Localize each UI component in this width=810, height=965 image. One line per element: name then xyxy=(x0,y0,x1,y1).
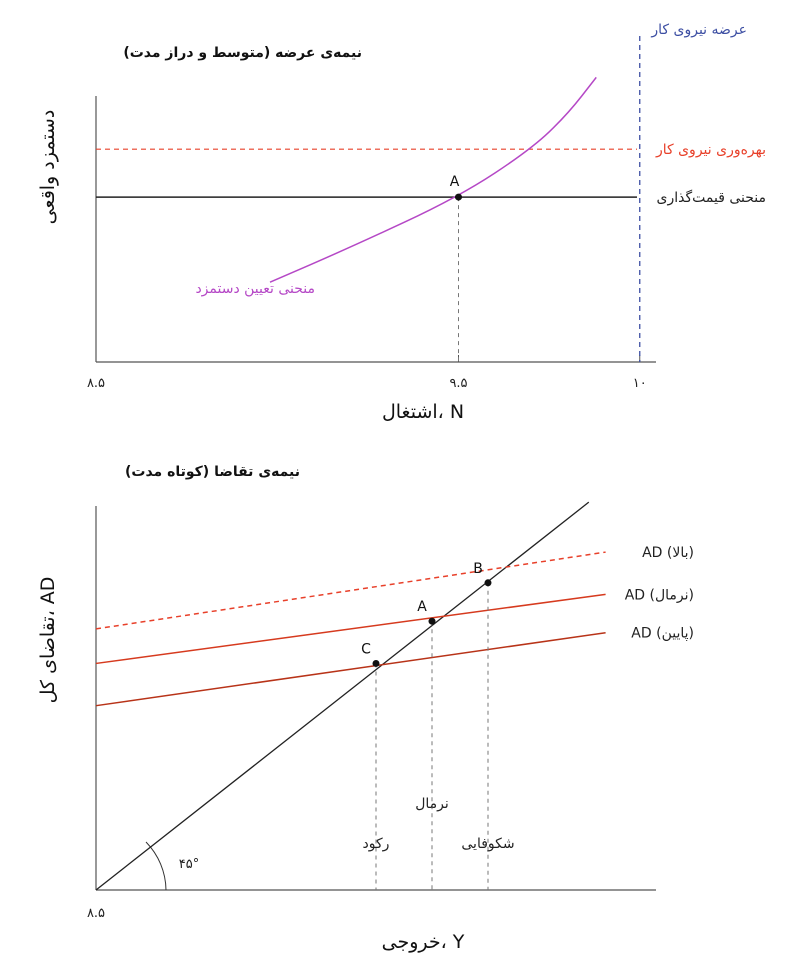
demand-point-label: C xyxy=(361,641,371,657)
demand-point-label: A xyxy=(417,599,427,615)
demand-point xyxy=(428,617,436,625)
angle-arc xyxy=(145,841,167,891)
demand-series-label: AD (بالا) xyxy=(642,545,694,561)
supply-series-label: منحنی قیمت‌گذاری xyxy=(657,189,766,206)
demand-point xyxy=(372,659,380,667)
supply-series-label: بهره‌وری نیروی کار xyxy=(655,142,766,158)
demand-series-line xyxy=(95,593,606,665)
demand-y-axis-label: تقاضای کل، AD xyxy=(37,577,59,704)
supply-point xyxy=(455,193,462,201)
demand-point-axis-label: رکود xyxy=(363,836,390,852)
supply-series-curve xyxy=(269,76,597,283)
supply-series-label: منحنی تعیین دستمزد xyxy=(195,281,315,297)
demand-series-label: AD (پایین) xyxy=(631,626,694,642)
demand-x-tick-label: ۸.۵ xyxy=(87,906,105,921)
demand-x-axis-label: خروجی، Y xyxy=(382,931,465,953)
supply-x-tick-label: ۹.۵ xyxy=(449,376,467,391)
demand-series-line xyxy=(95,631,606,707)
demand-series-label: AD (نرمال) xyxy=(625,587,694,603)
supply-x-axis-label: اشتغال، N xyxy=(382,401,464,423)
demand-point-label: B xyxy=(473,561,483,577)
angle-label: ۴۵° xyxy=(179,857,199,872)
supply-x-tick-label: ۸.۵ xyxy=(87,376,105,391)
supply-y-axis-label: دستمزد واقعی xyxy=(37,110,59,225)
demand-point-axis-label: شکوفایی xyxy=(461,836,514,852)
supply-chart: نیمه‌ی عرضه (متوسط و دراز مدت) ۸.۵ ۹.۵ ۱۰ … xyxy=(37,22,766,423)
demand-point xyxy=(484,579,492,587)
demand-chart: نیمه‌ی تقاضا (کوتاه مدت) ۴۵° ۸.۵ AD (بال… xyxy=(37,464,694,953)
supply-series-label: عرضه نیروی کار xyxy=(650,22,747,38)
supply-chart-title: نیمه‌ی عرضه (متوسط و دراز مدت) xyxy=(123,45,362,61)
demand-chart-title: نیمه‌ی تقاضا (کوتاه مدت) xyxy=(125,464,300,480)
demand-series-line xyxy=(95,551,606,630)
supply-x-tick-label: ۱۰ xyxy=(633,376,647,391)
demand-point-axis-label: نرمال xyxy=(415,796,449,812)
demand-series-line xyxy=(95,501,590,891)
supply-point-label: A xyxy=(450,174,460,190)
